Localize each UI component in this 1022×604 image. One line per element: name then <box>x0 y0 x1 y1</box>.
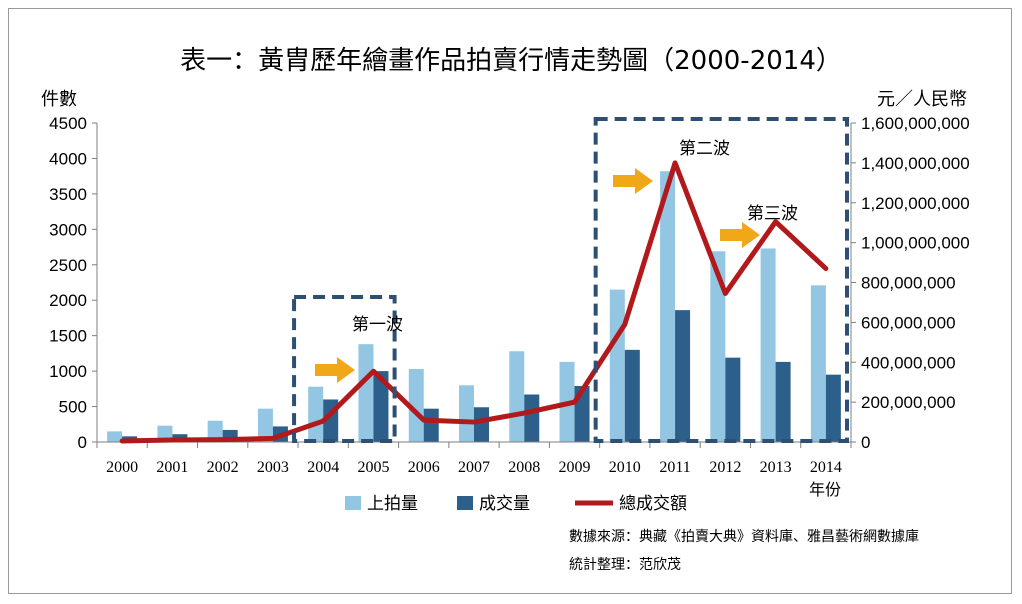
bar-sold <box>423 408 439 442</box>
y-tick-label: 3500 <box>49 185 87 204</box>
y-tick-label: 500 <box>59 398 87 417</box>
x-tick-label: 2010 <box>609 459 641 476</box>
bar-listed <box>308 386 324 442</box>
bar-listed <box>660 171 676 442</box>
bar-listed <box>509 351 525 442</box>
y2-tick-label: 400,000,000 <box>861 353 956 372</box>
line-layer <box>119 160 829 444</box>
x-tick-label: 2011 <box>659 459 690 476</box>
chart-title: 表一：黃胄歷年繪畫作品拍賣行情走勢圖（2000-2014） <box>180 46 842 76</box>
x-tick-label: 2014 <box>810 459 842 476</box>
y-tick-label: 3000 <box>49 220 87 239</box>
wave-3-arrow-icon <box>720 222 760 248</box>
bar-listed <box>760 248 776 442</box>
bar-sold <box>373 371 389 442</box>
wave-3-label: 第三波 <box>747 204 798 224</box>
y-axis-unit: 件數 <box>41 89 77 110</box>
x-tick-label: 2002 <box>207 459 239 476</box>
x-tick-label: 2003 <box>257 459 289 476</box>
legend-label: 上拍量 <box>367 494 418 514</box>
axes-layer: 0 500 1000 1500 2000 2500 3000 3500 4000 4500 0 200… <box>49 114 970 476</box>
bar-sold <box>825 374 841 442</box>
wave-2-arrow-icon <box>613 168 653 194</box>
y-tick-label: 1000 <box>49 362 87 381</box>
bar-sold <box>474 407 489 442</box>
x-tick-label: 2012 <box>709 459 741 476</box>
bar-listed <box>810 285 826 442</box>
source-line-2: 統計整理：范欣茂 <box>569 556 681 573</box>
y2-tick-label: 800,000,000 <box>861 274 956 293</box>
bar-sold <box>624 349 640 442</box>
x-tick-label: 2006 <box>408 459 440 476</box>
y-tick-label: 2500 <box>49 256 87 275</box>
bar-listed <box>609 289 625 442</box>
legend-swatch <box>457 496 473 510</box>
legend-label: 成交量 <box>479 494 530 514</box>
bar-listed <box>207 420 223 442</box>
y2-tick-label: 0 <box>861 433 870 452</box>
source-line-1: 數據來源：典藏《拍賣大典》資料庫、雅昌藝術網數據庫 <box>569 528 919 545</box>
wave-1-arrow-icon <box>315 357 355 383</box>
bar-sold <box>524 394 540 442</box>
wave-2-box <box>593 117 850 443</box>
bar-sold <box>675 310 691 442</box>
x-tick-label: 2005 <box>357 459 389 476</box>
y2-tick-label: 1,200,000,000 <box>861 194 970 213</box>
x-tick-label: 2004 <box>307 459 339 476</box>
bar-sold <box>775 361 791 442</box>
x-axis-title: 年份 <box>809 481 841 499</box>
chart-frame: 表一：黃胄歷年繪畫作品拍賣行情走勢圖（2000-2014） 件數 元／人民幣 年… <box>8 8 1012 594</box>
legend: 上拍量 成交量 總成交額 <box>345 494 687 514</box>
bar-listed <box>459 385 474 442</box>
total-turnover-line <box>119 160 829 444</box>
y2-tick-label: 1,400,000,000 <box>861 154 970 173</box>
x-tick-label: 2001 <box>156 459 188 476</box>
x-tick-label: 2008 <box>508 459 540 476</box>
bar-listed <box>710 251 726 442</box>
legend-label: 總成交額 <box>619 494 687 514</box>
wave-2-label: 第二波 <box>679 139 730 159</box>
x-tick-label: 2000 <box>106 459 138 476</box>
bar-listed <box>358 344 374 442</box>
y-tick-label: 4000 <box>49 149 87 168</box>
bar-listed <box>257 408 273 442</box>
y-tick-label: 1500 <box>49 327 87 346</box>
y2-tick-label: 1,600,000,000 <box>861 114 970 133</box>
x-tick-label: 2009 <box>559 459 591 476</box>
bar-sold <box>725 357 741 442</box>
y-tick-label: 2000 <box>49 291 87 310</box>
bar-listed <box>107 431 123 442</box>
wave-1-label: 第一波 <box>352 315 403 335</box>
bar-listed <box>408 368 424 442</box>
x-tick-label: 2007 <box>458 459 490 476</box>
y-tick-label: 4500 <box>49 114 87 133</box>
wave-1-box <box>292 295 397 443</box>
bars-layer <box>107 171 841 442</box>
chart: 表一：黃胄歷年繪畫作品拍賣行情走勢圖（2000-2014） 件數 元／人民幣 年… <box>41 46 970 573</box>
legend-swatch <box>345 496 361 510</box>
y-tick-label: 0 <box>78 433 87 452</box>
y2-tick-label: 1,000,000,000 <box>861 234 970 253</box>
y2-tick-label: 600,000,000 <box>861 313 956 332</box>
y2-tick-label: 200,000,000 <box>861 393 956 412</box>
y2-axis-unit: 元／人民幣 <box>877 89 967 110</box>
x-tick-label: 2013 <box>760 459 792 476</box>
